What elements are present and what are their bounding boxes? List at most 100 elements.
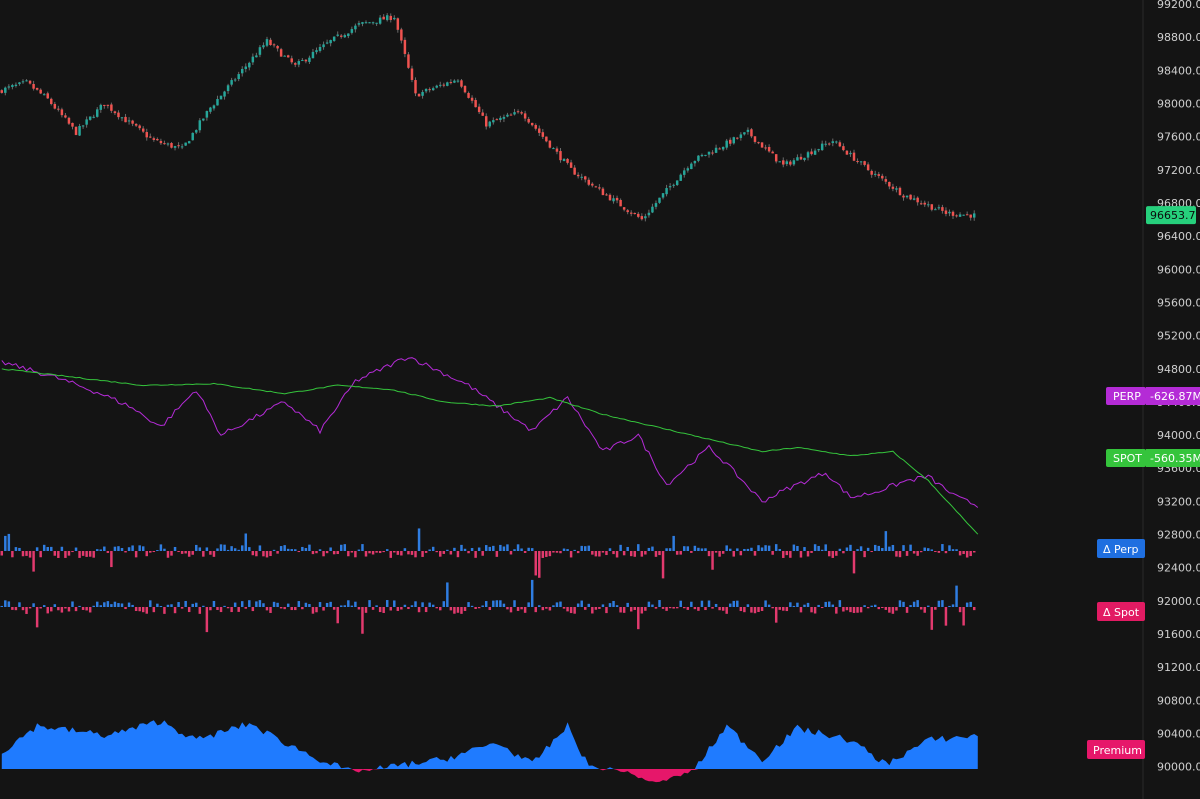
candle-body xyxy=(336,34,339,36)
delta-bar xyxy=(545,551,548,557)
delta-bar xyxy=(248,547,251,551)
delta-bar xyxy=(548,607,552,611)
delta-bar xyxy=(269,551,272,557)
delta-bar xyxy=(810,607,813,613)
delta-bar xyxy=(325,551,329,554)
delta-bar xyxy=(824,601,827,607)
delta-bar xyxy=(499,600,502,607)
delta-bar xyxy=(375,551,378,553)
candle-body xyxy=(806,152,810,158)
delta-bar xyxy=(679,600,682,607)
delta-bar xyxy=(813,607,817,614)
delta-bar xyxy=(64,551,67,558)
delta-bar xyxy=(106,551,110,553)
delta-bar xyxy=(651,546,654,551)
delta-bar xyxy=(265,551,269,558)
delta-bar xyxy=(530,548,534,551)
delta-bar xyxy=(407,607,410,610)
delta-bar xyxy=(156,603,159,607)
delta-bar xyxy=(279,546,283,551)
candle-body xyxy=(159,140,163,144)
delta-bar xyxy=(145,607,148,614)
delta-bar xyxy=(852,551,856,574)
candle-body xyxy=(686,168,690,171)
delta-bar xyxy=(912,551,916,554)
candle-body xyxy=(718,148,721,150)
candle-body xyxy=(35,87,39,90)
delta-bar xyxy=(665,607,668,611)
delta-bar xyxy=(32,603,35,607)
delta-bar xyxy=(849,544,852,551)
candle-body xyxy=(849,152,852,155)
delta-perp-badge-label: Δ Perp xyxy=(1103,543,1139,556)
candle-body xyxy=(145,132,148,138)
delta-bar xyxy=(78,551,81,558)
delta-bar xyxy=(700,548,704,551)
candle-body xyxy=(573,167,576,175)
candle-body xyxy=(368,22,371,24)
candle-body xyxy=(810,151,813,155)
candle-body xyxy=(803,157,806,161)
candle-body xyxy=(523,113,527,119)
delta-bar xyxy=(806,602,810,607)
candle-body xyxy=(439,84,442,86)
delta-bar xyxy=(184,551,187,554)
delta-bar xyxy=(605,551,608,556)
delta-bar xyxy=(396,551,400,555)
delta-bar xyxy=(477,547,481,551)
delta-bar xyxy=(683,546,686,551)
delta-bar xyxy=(697,607,700,611)
delta-bar xyxy=(301,607,304,610)
delta-bar xyxy=(605,607,608,614)
delta-bar xyxy=(520,607,523,610)
delta-bar xyxy=(251,551,255,556)
price-tick-label: 98400.0 xyxy=(1157,64,1200,77)
delta-bar xyxy=(315,551,318,554)
delta-bar xyxy=(361,607,364,634)
candle-body xyxy=(283,55,286,57)
candle-body xyxy=(548,140,552,148)
delta-bar xyxy=(707,600,711,607)
delta-bar xyxy=(463,607,467,611)
premium-positive-area xyxy=(1,720,978,769)
delta-bar xyxy=(958,551,962,556)
delta-bar xyxy=(598,607,601,609)
candle-body xyxy=(937,207,941,209)
candle-body xyxy=(258,47,262,55)
candle-body xyxy=(357,23,361,25)
candle-body xyxy=(541,132,545,137)
delta-bar xyxy=(343,605,347,607)
flow-lines-layer xyxy=(1,357,979,535)
delta-bar xyxy=(463,548,467,551)
delta-bar xyxy=(633,551,636,557)
delta-bar xyxy=(598,551,601,557)
candle-body xyxy=(103,104,106,106)
delta-bar xyxy=(170,604,173,607)
delta-bar xyxy=(350,605,354,607)
candle-body xyxy=(88,116,92,120)
candle-body xyxy=(481,112,484,116)
last-price-badge: 96653.7 xyxy=(1146,206,1196,225)
delta-bar xyxy=(530,579,534,607)
candle-body xyxy=(463,85,467,93)
candle-body xyxy=(138,125,141,129)
candle-body xyxy=(930,204,934,210)
delta-bar xyxy=(951,549,955,551)
delta-bar xyxy=(654,551,658,557)
candle-body xyxy=(431,88,435,91)
delta-bar xyxy=(502,603,506,607)
delta-bar xyxy=(859,546,863,551)
delta-bar xyxy=(453,607,456,614)
delta-bar xyxy=(711,607,714,609)
delta-bar xyxy=(601,604,605,607)
candle-body xyxy=(562,158,566,162)
delta-bar xyxy=(18,602,21,607)
delta-bar xyxy=(789,551,792,558)
delta-bar xyxy=(371,607,375,610)
delta-bar xyxy=(707,551,711,557)
candle-body xyxy=(739,134,743,138)
delta-bar xyxy=(46,547,49,551)
delta-bar xyxy=(216,607,219,611)
price-tick-label: 90000.0 xyxy=(1157,761,1200,774)
